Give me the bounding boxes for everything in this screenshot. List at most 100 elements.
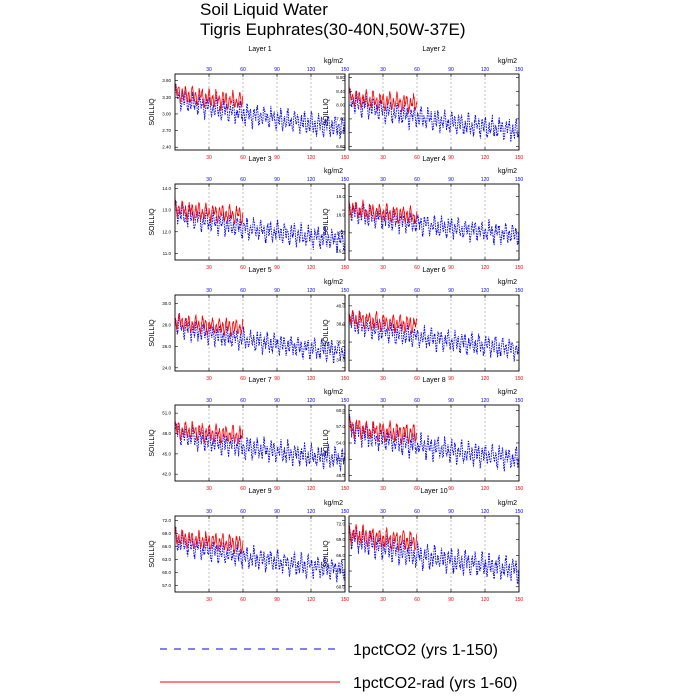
- y-axis-label: SOILLIQ: [323, 540, 330, 568]
- x-tick-label-top: 150: [515, 67, 524, 73]
- x-tick-label-top: 150: [515, 509, 524, 515]
- x-tick-label-bottom: 120: [307, 486, 316, 492]
- x-tick-label-bottom: 90: [274, 155, 280, 161]
- y-tick-label: 6.80: [336, 144, 345, 149]
- y-axis-label: SOILLIQ: [149, 540, 156, 568]
- y-tick-label: 36.0: [336, 340, 345, 345]
- y-tick-label: 14.0: [162, 186, 171, 191]
- x-tick-label-top: 150: [515, 398, 524, 404]
- units-label: kg/m2: [324, 279, 343, 286]
- x-tick-label-top: 60: [414, 67, 420, 73]
- series-line-1pctco2: [174, 83, 346, 139]
- x-tick-label-bottom: 30: [380, 376, 386, 382]
- x-tick-label-bottom: 60: [414, 155, 420, 161]
- x-tick-label-top: 30: [380, 67, 386, 73]
- x-tick-label-bottom: 90: [274, 486, 280, 492]
- x-tick-label-bottom: 150: [341, 486, 350, 492]
- x-tick-label-top: 60: [240, 509, 246, 515]
- x-tick-label-bottom: 150: [515, 486, 524, 492]
- panel-5: Layer 5 kg/m2 30 60 90 120 150 30 60 90 120 150 24.0…: [149, 267, 349, 382]
- x-tick-label-top: 30: [206, 67, 212, 73]
- x-tick-label-bottom: 90: [448, 265, 454, 271]
- y-tick-label: 45.0: [162, 451, 171, 456]
- y-tick-label: 7.60: [336, 116, 345, 121]
- y-tick-label: 17.0: [336, 230, 345, 235]
- y-tick-label: 19.0: [336, 194, 345, 199]
- y-tick-label: 2.40: [162, 145, 171, 150]
- x-tick-label-top: 120: [307, 398, 316, 404]
- x-tick-label-bottom: 60: [240, 265, 246, 271]
- y-tick-label: 72.0: [336, 521, 345, 526]
- x-tick-label-top: 150: [515, 177, 524, 183]
- legend-item: 1pctCO2 (yrs 1-150): [160, 642, 498, 659]
- x-tick-label-bottom: 30: [206, 265, 212, 271]
- series-line-1pctco2-rad: [174, 420, 244, 445]
- x-tick-label-bottom: 60: [240, 376, 246, 382]
- x-tick-label-bottom: 120: [481, 155, 490, 161]
- x-tick-label-top: 90: [274, 177, 280, 183]
- x-tick-label-top: 90: [448, 177, 454, 183]
- x-tick-label-top: 120: [307, 509, 316, 515]
- series-line-1pctco2: [174, 312, 346, 365]
- y-tick-label: 8.00: [336, 103, 345, 108]
- series-line-1pctco2: [348, 526, 520, 584]
- panel-title: Layer 9: [248, 488, 271, 495]
- units-label: kg/m2: [498, 168, 517, 175]
- x-tick-label-top: 120: [481, 509, 490, 515]
- y-tick-label: 60.0: [162, 570, 171, 575]
- y-tick-label: 54.0: [336, 441, 345, 446]
- x-tick-label-top: 30: [206, 288, 212, 294]
- x-tick-label-bottom: 30: [206, 376, 212, 382]
- x-tick-label-top: 90: [448, 398, 454, 404]
- legend-item: 1pctCO2-rad (yrs 1-60): [160, 675, 518, 692]
- series-line-1pctco2: [348, 202, 520, 246]
- y-tick-label: 16.0: [336, 248, 345, 253]
- units-label: kg/m2: [498, 389, 517, 396]
- x-tick-label-bottom: 120: [481, 597, 490, 603]
- y-tick-label: 30.0: [162, 301, 171, 306]
- series-line-1pctco2-rad: [174, 197, 244, 226]
- x-tick-label-bottom: 150: [341, 376, 350, 382]
- y-tick-label: 26.0: [162, 344, 171, 349]
- x-tick-label-bottom: 90: [448, 486, 454, 492]
- x-tick-label-top: 90: [448, 509, 454, 515]
- x-tick-label-top: 150: [515, 288, 524, 294]
- x-tick-label-top: 120: [481, 67, 490, 73]
- x-tick-label-bottom: 150: [341, 597, 350, 603]
- y-axis-label: SOILLIQ: [149, 319, 156, 347]
- y-axis-label: SOILLIQ: [323, 208, 330, 236]
- y-tick-label: 48.0: [336, 473, 345, 478]
- x-tick-label-top: 90: [448, 288, 454, 294]
- legend-label: 1pctCO2 (yrs 1-150): [353, 642, 498, 659]
- x-tick-label-bottom: 90: [274, 376, 280, 382]
- y-tick-label: 8.80: [336, 75, 345, 80]
- x-tick-label-bottom: 90: [448, 597, 454, 603]
- panel-10: Layer 10 kg/m2 30 60 90 120 150 30 60 90 120 150 60.…: [323, 488, 523, 603]
- plot-frame: [174, 183, 346, 261]
- units-label: kg/m2: [498, 279, 517, 286]
- panel-title: Layer 5: [248, 267, 271, 274]
- panel-title: Layer 3: [248, 156, 271, 163]
- panel-4: Layer 4 kg/m2 30 60 90 120 150 30 60 90 120 150 16.0…: [323, 156, 523, 271]
- plot-frame: [348, 73, 520, 151]
- x-tick-label-top: 30: [380, 509, 386, 515]
- series-line-1pctco2: [174, 199, 346, 253]
- x-tick-label-top: 30: [380, 398, 386, 404]
- x-tick-label-top: 120: [481, 177, 490, 183]
- panel-1: Layer 1 kg/m2 30 60 90 120 150 30 60 90 120 150 2.40…: [149, 46, 349, 161]
- x-tick-label-top: 30: [206, 509, 212, 515]
- y-tick-label: 66.0: [162, 544, 171, 549]
- x-tick-label-top: 90: [274, 398, 280, 404]
- y-tick-label: 2.70: [162, 128, 171, 133]
- y-tick-label: 72.0: [162, 518, 171, 523]
- y-tick-label: 12.0: [162, 229, 171, 234]
- y-tick-label: 57.0: [162, 583, 171, 588]
- y-axis-label: SOILLIQ: [323, 319, 330, 347]
- y-tick-label: 38.0: [336, 321, 345, 326]
- x-tick-label-top: 60: [240, 177, 246, 183]
- x-tick-label-bottom: 120: [307, 265, 316, 271]
- series-line-1pctco2-rad: [348, 310, 418, 335]
- y-axis-label: SOILLIQ: [149, 208, 156, 236]
- y-tick-label: 60.0: [336, 584, 345, 589]
